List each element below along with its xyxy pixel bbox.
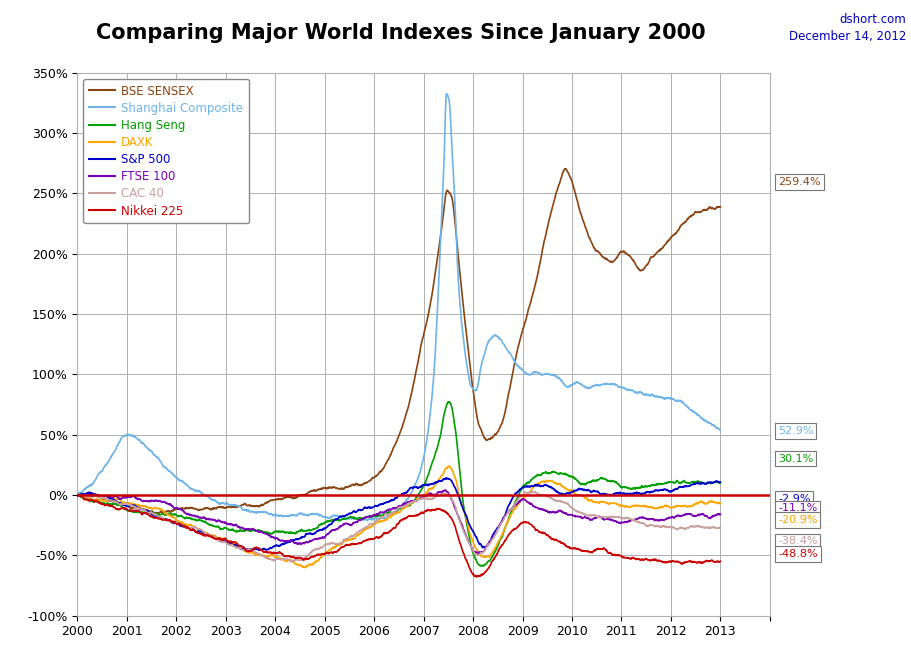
Text: -11.1%: -11.1% xyxy=(778,503,817,514)
Text: December 14, 2012: December 14, 2012 xyxy=(789,30,906,43)
Text: -20.9%: -20.9% xyxy=(778,515,817,525)
Text: 52.9%: 52.9% xyxy=(778,426,814,436)
Text: Comparing Major World Indexes Since January 2000: Comparing Major World Indexes Since Janu… xyxy=(96,23,706,43)
Text: -2.9%: -2.9% xyxy=(778,494,811,504)
Text: 259.4%: 259.4% xyxy=(778,177,821,187)
Text: -38.4%: -38.4% xyxy=(778,536,817,546)
Legend: BSE SENSEX, Shanghai Composite, Hang Seng, DAXK, S&P 500, FTSE 100, CAC 40, Nikk: BSE SENSEX, Shanghai Composite, Hang Sen… xyxy=(83,79,249,224)
Text: -48.8%: -48.8% xyxy=(778,549,818,559)
Text: dshort.com: dshort.com xyxy=(840,13,906,26)
Text: 30.1%: 30.1% xyxy=(778,453,814,463)
